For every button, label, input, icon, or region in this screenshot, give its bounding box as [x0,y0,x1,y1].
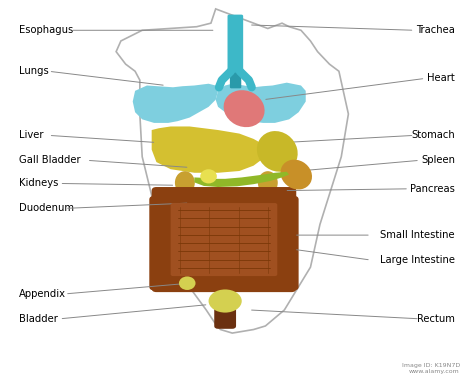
Text: Large Intestine: Large Intestine [380,255,455,265]
FancyBboxPatch shape [214,295,236,329]
Text: Gall Bladder: Gall Bladder [19,155,81,165]
Polygon shape [194,172,289,187]
Text: Duodenum: Duodenum [19,203,74,213]
Text: Esophagus: Esophagus [19,25,73,35]
Ellipse shape [257,131,298,172]
Text: Image ID: K19N7D
www.alamy.com: Image ID: K19N7D www.alamy.com [401,363,460,375]
Ellipse shape [209,290,242,312]
Text: Stomach: Stomach [411,130,455,140]
Text: Kidneys: Kidneys [19,178,58,189]
Text: Spleen: Spleen [421,155,455,165]
Text: Pancreas: Pancreas [410,184,455,194]
Polygon shape [133,84,218,123]
Text: Appendix: Appendix [19,289,66,299]
Ellipse shape [200,169,217,184]
Text: Trachea: Trachea [416,25,455,35]
FancyBboxPatch shape [268,196,299,290]
FancyBboxPatch shape [171,203,277,276]
Text: Lungs: Lungs [19,66,49,76]
FancyBboxPatch shape [230,69,241,88]
Text: alamy: alamy [14,362,60,376]
Ellipse shape [224,90,264,127]
Polygon shape [152,126,265,173]
Ellipse shape [179,277,195,290]
Text: Rectum: Rectum [417,314,455,324]
Text: Small Intestine: Small Intestine [381,230,455,240]
Polygon shape [216,83,306,123]
FancyBboxPatch shape [228,14,243,73]
PathPatch shape [116,9,348,333]
Ellipse shape [175,171,195,194]
Text: Bladder: Bladder [19,314,58,324]
FancyBboxPatch shape [152,271,296,292]
Text: Liver: Liver [19,130,44,140]
Ellipse shape [281,160,312,189]
Text: Heart: Heart [427,74,455,83]
FancyBboxPatch shape [149,196,180,290]
FancyBboxPatch shape [152,187,296,208]
Ellipse shape [258,171,278,194]
